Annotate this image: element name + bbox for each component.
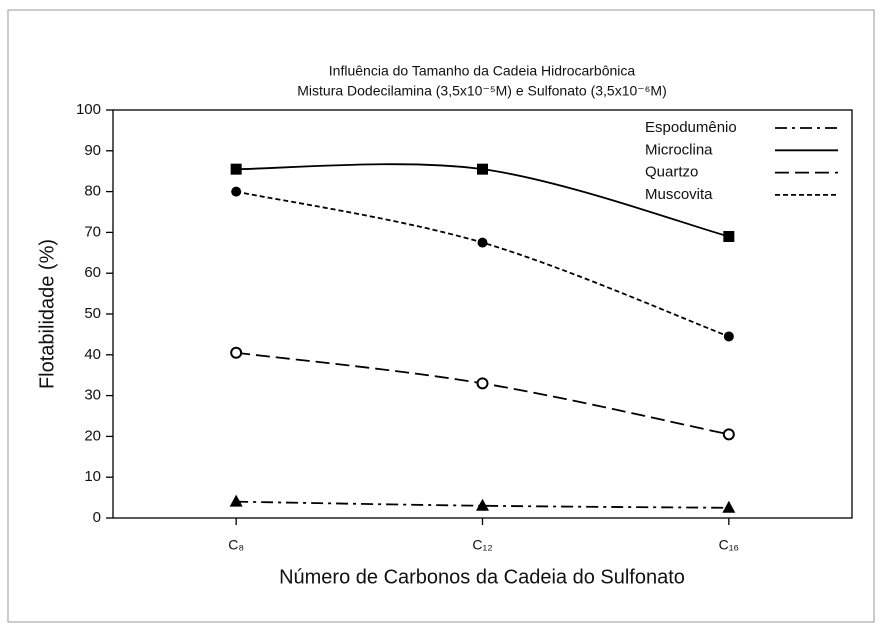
- chart-title: Influência do Tamanho da Cadeia Hidrocar…: [329, 63, 636, 79]
- series-line: [236, 500, 729, 509]
- marker: [476, 498, 489, 511]
- y-axis-label: Flotabilidade (%): [36, 239, 58, 389]
- y-tick-label: 60: [84, 264, 101, 281]
- marker: [230, 346, 243, 359]
- marker: [477, 163, 488, 175]
- marker: [722, 500, 736, 513]
- frame: [7, 9, 875, 623]
- y-tick-label: 40: [84, 346, 101, 363]
- y-tick-label: 20: [84, 427, 101, 444]
- legend-label: Espodumênio: [645, 119, 737, 136]
- legend-label: Muscovita: [645, 186, 713, 203]
- marker: [723, 230, 735, 242]
- x-tick-label: C₁₂: [472, 537, 492, 553]
- y-tick-label: 30: [84, 387, 101, 404]
- marker: [477, 237, 488, 248]
- y-tick-label: 50: [84, 305, 101, 322]
- y-tick-label: 80: [84, 183, 101, 200]
- marker: [723, 331, 734, 342]
- marker: [476, 377, 489, 390]
- y-tick-label: 90: [84, 142, 101, 159]
- y-tick-label: 0: [93, 509, 101, 526]
- marker: [229, 494, 243, 507]
- y-tick-label: 100: [76, 101, 101, 118]
- x-axis-label: Número de Carbonos da Cadeia do Sulfonat…: [279, 566, 685, 588]
- marker: [230, 163, 242, 175]
- chart-subtitle: Mistura Dodecilamina (3,5x10⁻⁵M) e Sulfo…: [297, 83, 667, 99]
- marker: [231, 186, 242, 197]
- marker: [722, 428, 735, 441]
- legend-label: Microclina: [645, 141, 713, 158]
- y-tick-label: 10: [84, 468, 101, 485]
- x-tick-label: C₈: [228, 537, 244, 553]
- y-tick-label: 70: [84, 223, 101, 240]
- legend-label: Quartzo: [645, 164, 698, 181]
- x-tick-label: C₁₆: [719, 537, 739, 553]
